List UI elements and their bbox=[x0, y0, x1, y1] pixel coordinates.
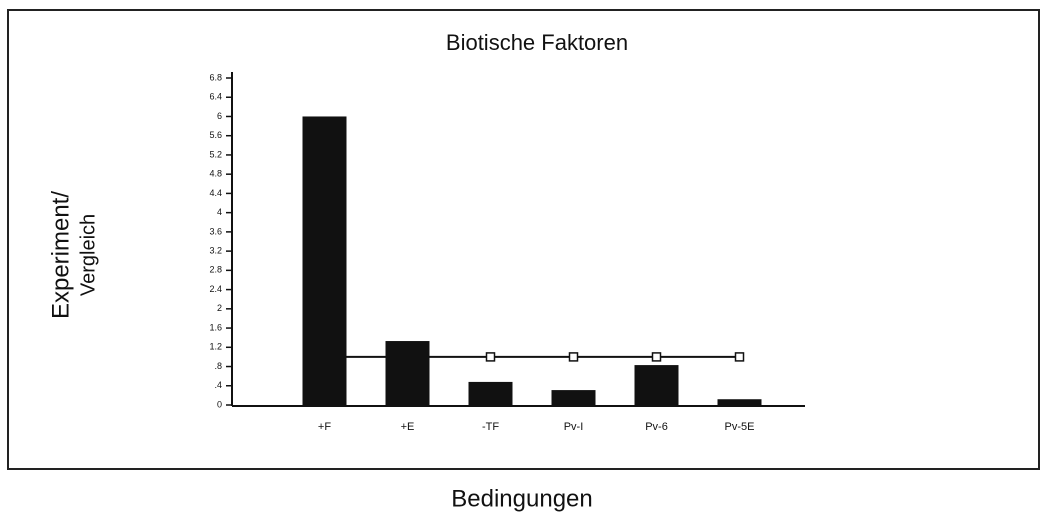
y-tick-label: .4 bbox=[214, 380, 222, 390]
x-tick-label: Pv-5E bbox=[725, 421, 755, 433]
bar bbox=[717, 399, 762, 405]
x-tick-label: Pv-I bbox=[564, 421, 584, 433]
bar bbox=[302, 116, 347, 406]
x-tick-label: Pv-6 bbox=[645, 421, 668, 433]
y-tick-label: 6 bbox=[217, 111, 222, 121]
y-tick-label: .8 bbox=[214, 361, 222, 371]
y-tick-label: 0 bbox=[217, 399, 222, 409]
y-tick-label: 6.4 bbox=[209, 92, 222, 102]
bar bbox=[385, 341, 430, 405]
y-tick-label: 2.4 bbox=[209, 284, 222, 294]
y-axis-label: Vergleich bbox=[77, 214, 99, 296]
bar bbox=[468, 381, 513, 405]
y-tick-label: 6.8 bbox=[209, 72, 222, 82]
y-tick-label: 5.2 bbox=[209, 149, 222, 159]
y-tick-label: 2 bbox=[217, 303, 222, 313]
y-tick-label: 1.6 bbox=[209, 322, 222, 332]
bar bbox=[551, 390, 596, 405]
line-marker bbox=[485, 352, 496, 362]
line-marker bbox=[651, 352, 662, 362]
y-tick-label: 2.8 bbox=[209, 265, 222, 275]
y-tick-label: 3.6 bbox=[209, 226, 222, 236]
y-tick-label: 5.6 bbox=[209, 130, 222, 140]
x-tick-label: +E bbox=[401, 421, 415, 433]
y-tick-label: 4 bbox=[217, 207, 222, 217]
x-tick-label: -TF bbox=[482, 421, 499, 433]
y-tick-label: 1.2 bbox=[209, 342, 222, 352]
y-axis-label: Experiment/ bbox=[47, 191, 74, 319]
chart-frame bbox=[7, 9, 1040, 470]
line-marker bbox=[734, 352, 745, 362]
x-axis-label: Bedingungen bbox=[451, 485, 592, 512]
bar bbox=[634, 365, 679, 405]
line-marker bbox=[568, 352, 579, 362]
x-tick-label: +F bbox=[318, 421, 331, 433]
y-tick-label: 4.8 bbox=[209, 169, 222, 179]
chart-title: Biotische Faktoren bbox=[446, 30, 628, 55]
y-tick-label: 4.4 bbox=[209, 188, 222, 198]
y-tick-label: 3.2 bbox=[209, 245, 222, 255]
